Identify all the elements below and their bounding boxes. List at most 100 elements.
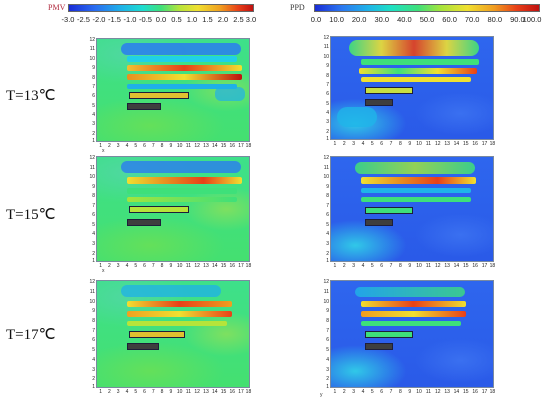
ppd-colorbar-ticks: 0.0 10.0 20.0 30.0 40.0 50.0 60.0 70.0 8… xyxy=(310,15,542,25)
temperature-label-17: T=17℃ xyxy=(6,327,56,343)
ppd-field xyxy=(330,36,494,140)
high-ppd-band xyxy=(359,68,477,74)
cold-band xyxy=(121,161,241,173)
pmv-tick: 2.0 xyxy=(217,15,229,24)
ppd-tick: 10.0 xyxy=(329,15,344,24)
ppd-tick: 80.0 xyxy=(487,15,503,24)
ppd-tick: 30.0 xyxy=(374,15,390,24)
ppd-tick: 90.0 xyxy=(510,15,525,24)
temperature-label-15: T=15℃ xyxy=(6,207,56,223)
ppd-tick: 40.0 xyxy=(397,15,412,24)
pmv-contour-plot-t17: 12 11 10 9 8 7 6 5 4 3 2 1 1 2 3 4 5 6 7… xyxy=(86,279,256,404)
seat-row xyxy=(365,87,413,94)
pmv-field xyxy=(96,156,250,262)
seat-row xyxy=(365,219,393,226)
x-axis-ticks: 1 2 3 4 5 6 7 8 9 10 11 12 13 14 15 16 1… xyxy=(99,143,252,149)
seat-row xyxy=(365,331,413,338)
ppd-field xyxy=(330,280,494,388)
y-axis-ticks: 12 11 10 9 8 7 6 5 4 3 2 1 xyxy=(323,155,329,264)
pmv-tick: 3.0 xyxy=(245,15,257,24)
pmv-tick: -0.5 xyxy=(139,15,152,24)
high-ppd-band xyxy=(361,177,476,184)
ppd-tick: 50.0 xyxy=(419,15,435,24)
y-axis-mark: y xyxy=(320,392,323,398)
seat-row xyxy=(129,331,185,338)
x-axis-ticks: 1 2 3 4 5 6 7 8 9 10 11 12 13 14 15 16 1… xyxy=(99,263,252,269)
pmv-tick: -1.5 xyxy=(108,15,121,24)
ppd-contour-plot-t17: 12 11 10 9 8 7 6 5 4 3 2 1 1 2 3 4 5 6 7… xyxy=(318,279,498,404)
pmv-tick: 1.0 xyxy=(186,15,198,24)
ppd-tick: 0.0 xyxy=(310,15,322,24)
x-axis-ticks: 1 2 3 4 5 6 7 8 9 10 11 12 13 14 15 16 1… xyxy=(99,389,252,395)
ppd-color-gradient xyxy=(314,4,540,12)
ppd-tick: 60.0 xyxy=(442,15,457,24)
pmv-contour-plot-t15: 12 11 10 9 8 7 6 5 4 3 2 1 1 2 3 4 5 6 7… xyxy=(86,155,256,276)
ppd-contour-plot-t13: 12 11 10 9 8 7 6 5 4 3 2 1 1 2 3 4 5 6 7… xyxy=(318,35,498,154)
seat-row xyxy=(365,343,393,350)
y-axis-ticks: 12 11 10 9 8 7 6 5 4 3 2 1 xyxy=(323,279,329,390)
x-axis-mark: x xyxy=(102,268,105,274)
medium-ppd-band xyxy=(355,287,465,297)
cold-band xyxy=(127,56,237,62)
pmv-tick: -2.5 xyxy=(77,15,90,24)
medium-ppd-band xyxy=(361,321,461,326)
hot-band xyxy=(127,311,232,317)
seat-row xyxy=(365,207,413,214)
pmv-contour-plot-t13: 12 11 10 9 8 7 6 5 4 3 2 1 1 2 3 4 5 6 7… xyxy=(86,37,256,154)
pmv-color-gradient xyxy=(68,4,254,12)
hot-band xyxy=(127,301,232,307)
seat-row xyxy=(365,99,393,106)
seat-row xyxy=(127,219,161,226)
seat-row xyxy=(127,103,161,110)
medium-ppd-band xyxy=(361,197,471,202)
pmv-colorbar-title: PMV xyxy=(48,3,66,12)
high-ppd-band xyxy=(355,162,475,174)
ppd-colorbar: PPD 0.0 10.0 20.0 30.0 40.0 50.0 60.0 70… xyxy=(290,0,550,26)
y-axis-ticks: 12 11 10 9 8 7 6 5 4 3 2 1 xyxy=(323,35,329,142)
x-axis-ticks: 1 2 3 4 5 6 7 8 9 10 11 12 13 14 15 16 1… xyxy=(333,141,496,147)
pmv-tick: 0.0 xyxy=(155,15,167,24)
x-axis-ticks: 1 2 3 4 5 6 7 8 9 10 11 12 13 14 15 16 1… xyxy=(333,389,496,395)
y-axis-ticks: 12 11 10 9 8 7 6 5 4 3 2 1 xyxy=(89,279,95,390)
pmv-tick: 0.5 xyxy=(171,15,182,24)
x-axis-mark: x xyxy=(102,148,105,154)
high-ppd-band xyxy=(361,77,471,82)
warm-band xyxy=(127,197,237,202)
seat-row xyxy=(127,343,159,350)
ppd-tick: 100.0 xyxy=(522,15,542,24)
ppd-colorbar-title: PPD xyxy=(290,3,305,12)
cold-band xyxy=(121,285,221,297)
ppd-tick: 20.0 xyxy=(351,15,367,24)
high-ppd-band xyxy=(361,311,466,317)
pmv-field xyxy=(96,38,250,142)
cool-band xyxy=(127,188,237,194)
high-ppd-band xyxy=(361,301,466,307)
y-axis-ticks: 12 11 10 9 8 7 6 5 4 3 2 1 xyxy=(89,37,95,144)
y-axis-ticks: 12 11 10 9 8 7 6 5 4 3 2 1 xyxy=(89,155,95,264)
pmv-colorbar-ticks: -3.0 -2.5 -2.0 -1.5 -1.0 -0.5 0.0 0.5 1.… xyxy=(62,15,257,25)
cool-band xyxy=(127,84,237,89)
cold-band xyxy=(121,43,241,55)
hot-band xyxy=(127,74,242,80)
pmv-tick: 2.5 xyxy=(233,15,244,24)
pmv-tick: 1.5 xyxy=(202,15,213,24)
pmv-tick: -2.0 xyxy=(92,15,106,24)
temperature-label-13: T=13℃ xyxy=(6,88,56,104)
warm-band xyxy=(127,321,227,326)
pmv-colorbar: PMV -3.0 -2.5 -2.0 -1.5 -1.0 -0.5 0.0 0.… xyxy=(0,0,270,26)
seat-row xyxy=(129,206,189,213)
ppd-contour-plot-t15: 12 11 10 9 8 7 6 5 4 3 2 1 1 2 3 4 5 6 7… xyxy=(318,155,498,276)
hot-band xyxy=(127,177,242,184)
ppd-tick: 70.0 xyxy=(464,15,480,24)
seat-row xyxy=(129,92,189,99)
cold-patch xyxy=(215,87,245,101)
x-axis-ticks: 1 2 3 4 5 6 7 8 9 10 11 12 13 14 15 16 1… xyxy=(333,263,496,269)
high-ppd-band xyxy=(349,40,479,56)
pmv-tick: -1.0 xyxy=(123,15,137,24)
pmv-field xyxy=(96,280,250,388)
ppd-field xyxy=(330,156,494,262)
high-ppd-band xyxy=(361,59,479,65)
medium-ppd-band xyxy=(361,188,471,193)
medium-ppd-patch xyxy=(337,107,377,127)
hot-band xyxy=(127,65,242,71)
